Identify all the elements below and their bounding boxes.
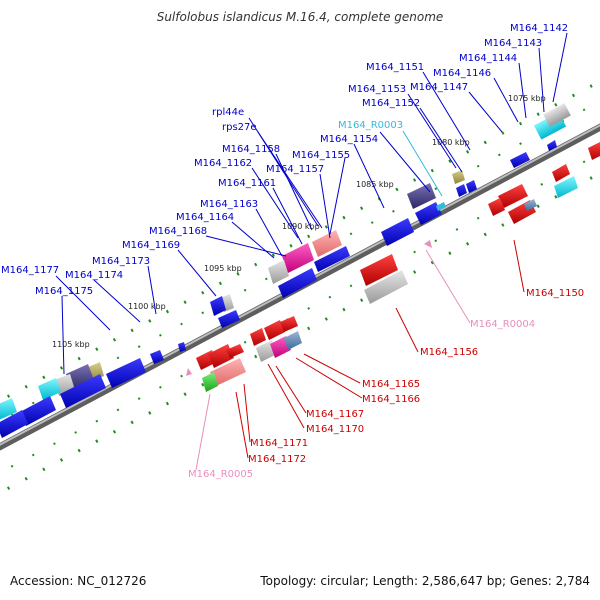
gene-label[interactable]: M164_1153 xyxy=(348,84,406,95)
gene-feature[interactable] xyxy=(466,180,477,193)
reverse-features xyxy=(186,142,600,392)
tick-label: 1095 kbp xyxy=(204,264,242,273)
position-ticks: 1075 kbp 1080 kbp 1085 kbp 1090 kbp 1095… xyxy=(52,94,546,349)
gene-feature[interactable] xyxy=(547,140,557,151)
gene-feature[interactable] xyxy=(264,320,285,340)
gene-label[interactable]: M164_1151 xyxy=(366,62,424,73)
gene-label[interactable]: M164_1170 xyxy=(306,424,364,435)
gene-label[interactable]: M164_1154 xyxy=(320,134,378,145)
gene-feature[interactable] xyxy=(524,199,537,211)
gene-label[interactable]: M164_1158 xyxy=(222,144,280,155)
gene-feature[interactable] xyxy=(268,260,289,284)
gene-feature[interactable] xyxy=(554,176,578,198)
tick-label: 1085 kbp xyxy=(356,180,394,189)
tick-label: 1100 kbp xyxy=(128,302,166,311)
gene-label[interactable]: M164_1147 xyxy=(410,82,468,93)
gene-feature[interactable] xyxy=(543,103,571,127)
gene-feature[interactable] xyxy=(178,342,186,352)
gene-feature[interactable] xyxy=(0,398,17,420)
gene-feature[interactable] xyxy=(452,170,465,184)
gene-feature[interactable] xyxy=(314,246,350,272)
gene-label[interactable]: M164_1142 xyxy=(510,23,568,34)
gene-feature[interactable] xyxy=(106,358,146,388)
gene-label[interactable]: M164_1177 xyxy=(1,265,59,276)
gene-feature[interactable] xyxy=(312,230,342,257)
map-title: Sulfolobus islandicus M.16.4, complete g… xyxy=(157,10,444,24)
gene-label[interactable]: M164_R0005 xyxy=(188,469,253,480)
gene-feature[interactable] xyxy=(510,152,530,168)
gene-labels-bottom: M164_1150 M164_R0004 M164_1156 M164_1165… xyxy=(188,288,584,480)
gene-feature[interactable] xyxy=(588,142,600,160)
gene-label[interactable]: M164_1161 xyxy=(218,178,276,189)
gene-label[interactable]: M164_1172 xyxy=(248,454,306,465)
gene-label[interactable]: M164_1143 xyxy=(484,38,542,49)
gene-label[interactable]: rpl44e xyxy=(212,107,244,118)
gene-label[interactable]: M164_1150 xyxy=(526,288,584,299)
tick-label: 1075 kbp xyxy=(508,94,546,103)
leader-line-rna xyxy=(425,249,471,324)
gene-label[interactable]: M164_1156 xyxy=(420,347,478,358)
forward-features xyxy=(0,103,571,438)
gene-label[interactable]: M164_1146 xyxy=(433,68,491,79)
gene-feature[interactable] xyxy=(415,202,442,225)
tick-label: 1080 kbp xyxy=(432,138,470,147)
gene-label[interactable]: M164_1163 xyxy=(200,199,258,210)
gene-feature[interactable] xyxy=(488,198,505,216)
gene-label[interactable]: M164_1168 xyxy=(149,226,207,237)
gene-feature[interactable] xyxy=(407,183,436,209)
gene-label[interactable]: M164_1162 xyxy=(194,158,252,169)
gene-feature[interactable] xyxy=(278,268,317,298)
gene-label[interactable]: M164_1167 xyxy=(306,409,364,420)
gene-feature[interactable] xyxy=(20,396,56,426)
gene-feature[interactable] xyxy=(150,350,164,364)
gene-label[interactable]: M164_R0003 xyxy=(338,120,403,131)
gene-feature[interactable] xyxy=(280,316,298,332)
gene-label[interactable]: M164_1173 xyxy=(92,256,150,267)
tick-label: 1105 kbp xyxy=(52,340,90,349)
gene-feature[interactable] xyxy=(381,218,414,246)
gene-feature[interactable] xyxy=(364,270,408,304)
gene-feature[interactable] xyxy=(282,243,314,273)
leader-line-rna xyxy=(195,393,211,471)
gene-feature[interactable] xyxy=(498,184,528,208)
gene-label[interactable]: rps27e xyxy=(222,122,257,133)
gene-labels-top: M164_1142 M164_1143 M164_1144 M164_1146 … xyxy=(1,23,568,297)
rna-feature[interactable] xyxy=(424,240,432,248)
rna-feature[interactable] xyxy=(186,368,192,376)
gene-label[interactable]: M164_1166 xyxy=(362,394,420,405)
gene-label[interactable]: M164_1155 xyxy=(292,150,350,161)
gene-label[interactable]: M164_1165 xyxy=(362,379,420,390)
gene-label[interactable]: M164_1174 xyxy=(65,270,123,281)
gene-label[interactable]: M164_R0004 xyxy=(470,319,535,330)
gene-feature[interactable] xyxy=(360,254,398,286)
gene-feature[interactable] xyxy=(456,184,467,197)
gene-feature[interactable] xyxy=(60,374,106,408)
gene-feature[interactable] xyxy=(202,372,218,392)
gene-label[interactable]: M164_1144 xyxy=(459,53,517,64)
gene-feature[interactable] xyxy=(210,296,226,316)
gene-feature[interactable] xyxy=(218,310,240,328)
gene-feature[interactable] xyxy=(38,378,61,400)
gene-label[interactable]: M164_1171 xyxy=(250,438,308,449)
accession-text: Accession: NC_012726 xyxy=(10,574,146,588)
gene-label[interactable]: M164_1175 xyxy=(35,286,93,297)
rna-feature[interactable] xyxy=(436,202,446,211)
gene-feature[interactable] xyxy=(66,364,94,390)
gene-label[interactable]: M164_1157 xyxy=(266,164,324,175)
gene-label[interactable]: M164_1152 xyxy=(362,98,420,109)
gene-feature[interactable] xyxy=(210,358,246,386)
gene-feature[interactable] xyxy=(226,344,244,358)
leader-line-rna xyxy=(402,130,443,197)
tick-label: 1090 kbp xyxy=(282,222,320,231)
leader-lines-top xyxy=(55,32,568,375)
genome-summary-text: Topology: circular; Length: 2,586,647 bp… xyxy=(259,574,590,588)
gene-label[interactable]: M164_1164 xyxy=(176,212,234,223)
gene-feature[interactable] xyxy=(284,331,302,350)
gene-feature[interactable] xyxy=(250,328,266,346)
gene-label[interactable]: M164_1169 xyxy=(122,240,180,251)
leader-lines-bottom xyxy=(235,239,525,459)
gene-feature[interactable] xyxy=(552,164,570,182)
gene-feature[interactable] xyxy=(0,410,28,438)
